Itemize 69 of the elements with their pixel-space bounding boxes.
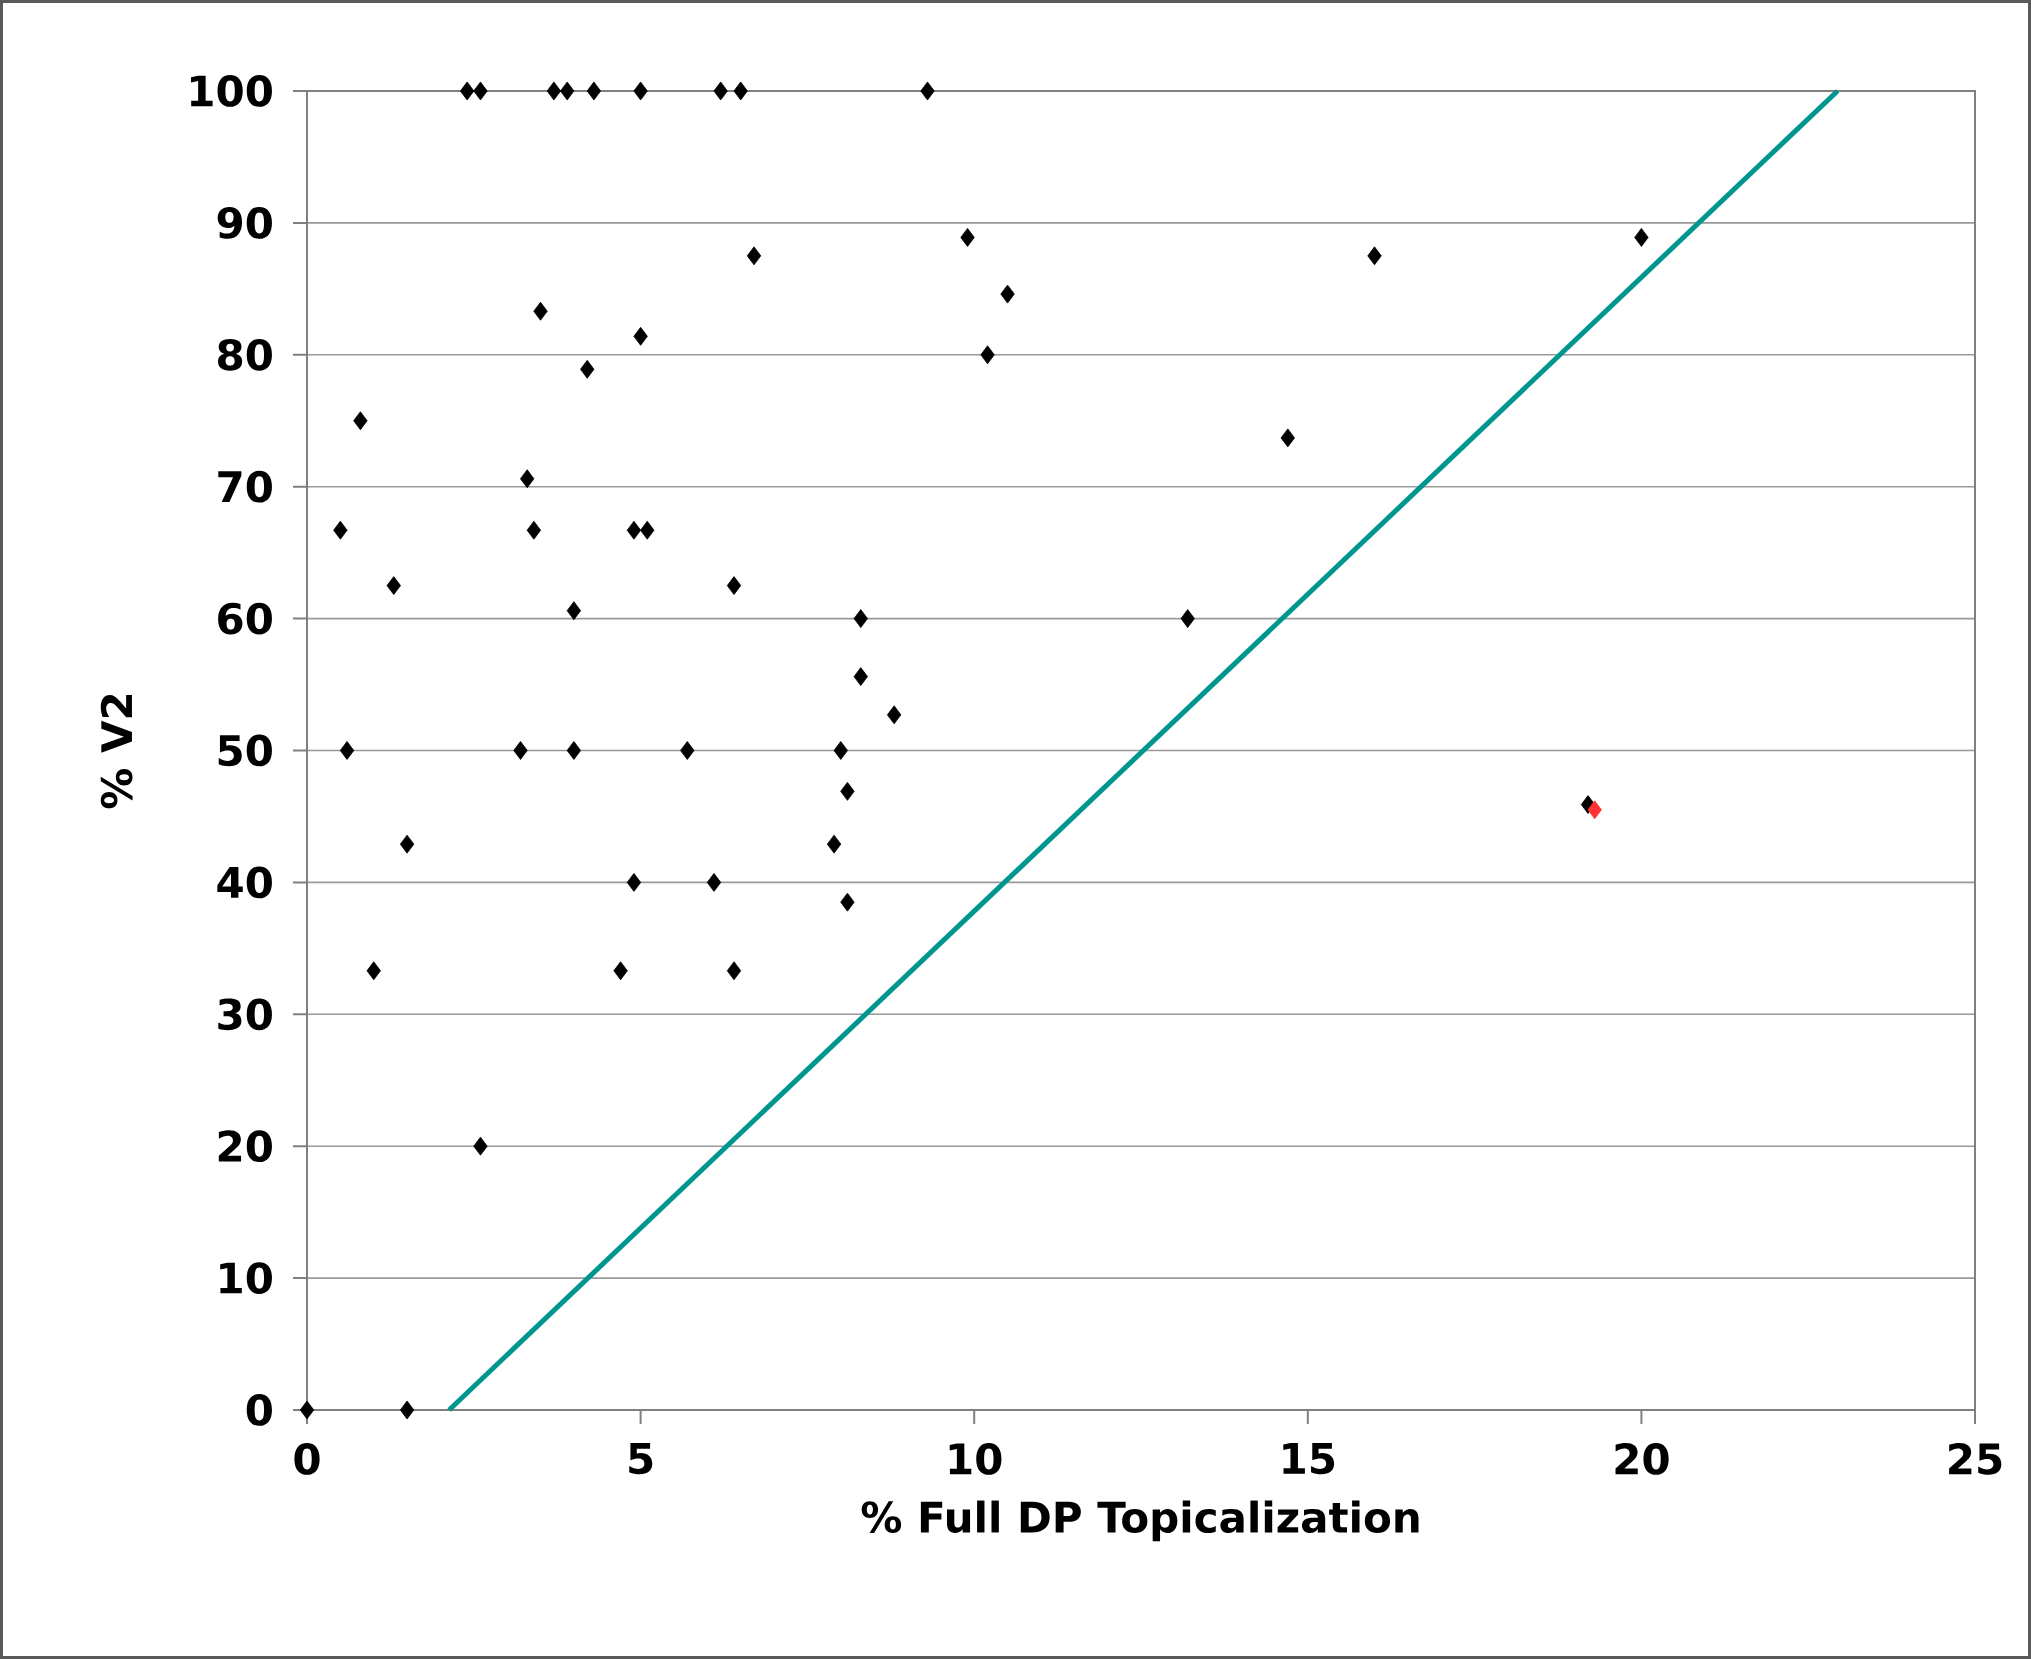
point	[339, 741, 355, 760]
point	[473, 81, 488, 101]
point	[633, 326, 648, 346]
point	[853, 609, 868, 628]
y-tick-label: 60	[218, 602, 272, 635]
y-tick-label: 10	[220, 1262, 272, 1294]
y-tick-label: 20	[218, 1130, 272, 1163]
point	[546, 81, 562, 101]
x-axis-title: % Full DP Topicalization	[861, 1500, 1419, 1542]
x-tick-label: 10	[949, 1443, 1002, 1475]
point	[633, 81, 648, 101]
point	[333, 520, 348, 540]
point	[353, 411, 368, 431]
point	[713, 81, 728, 101]
point	[560, 81, 575, 101]
point	[853, 667, 868, 687]
y-tick-label: 0	[246, 1394, 272, 1426]
point	[680, 741, 695, 760]
point	[746, 246, 762, 266]
point	[640, 520, 655, 540]
point	[840, 892, 855, 912]
point	[1000, 284, 1015, 304]
point	[566, 601, 582, 621]
point	[386, 576, 401, 596]
point	[580, 359, 595, 379]
x-tick-label: 5	[629, 1443, 653, 1475]
point	[1180, 609, 1195, 628]
point	[1367, 246, 1382, 266]
point	[826, 834, 842, 854]
point	[1587, 800, 1602, 820]
point	[526, 520, 542, 540]
point	[399, 834, 415, 854]
y-tick-label: 100	[191, 75, 272, 107]
point	[513, 741, 528, 760]
point	[706, 872, 722, 892]
point	[399, 1400, 415, 1420]
point	[459, 81, 475, 101]
point	[960, 227, 975, 247]
point	[1634, 227, 1649, 247]
y-tick-label: 50	[218, 734, 272, 767]
point	[626, 520, 642, 540]
point	[840, 781, 855, 801]
point	[733, 81, 748, 101]
x-tick-label: 25	[1949, 1443, 2002, 1475]
y-tick-label: 40	[217, 866, 272, 899]
y-tick-label: 70	[218, 470, 272, 503]
y-tick-label: 30	[218, 998, 272, 1031]
point	[980, 345, 995, 365]
point	[726, 576, 742, 596]
point	[520, 469, 535, 489]
point	[726, 961, 742, 981]
y-tick-label: 80	[218, 338, 272, 371]
point	[299, 1400, 315, 1420]
point	[533, 301, 548, 321]
point	[886, 705, 902, 725]
y-tick-label: 90	[217, 206, 272, 239]
x-tick-label: 20	[1615, 1443, 1669, 1475]
point	[626, 872, 642, 892]
point	[920, 81, 935, 101]
x-tick-label: 0	[294, 1443, 320, 1475]
point	[613, 961, 628, 981]
point	[833, 741, 848, 760]
x-tick-label: 15	[1283, 1443, 1335, 1475]
point	[366, 961, 381, 981]
point	[566, 741, 582, 760]
point	[473, 1136, 488, 1156]
y-axis-title: % V2	[100, 694, 133, 809]
point	[1280, 428, 1295, 448]
point	[586, 81, 602, 101]
